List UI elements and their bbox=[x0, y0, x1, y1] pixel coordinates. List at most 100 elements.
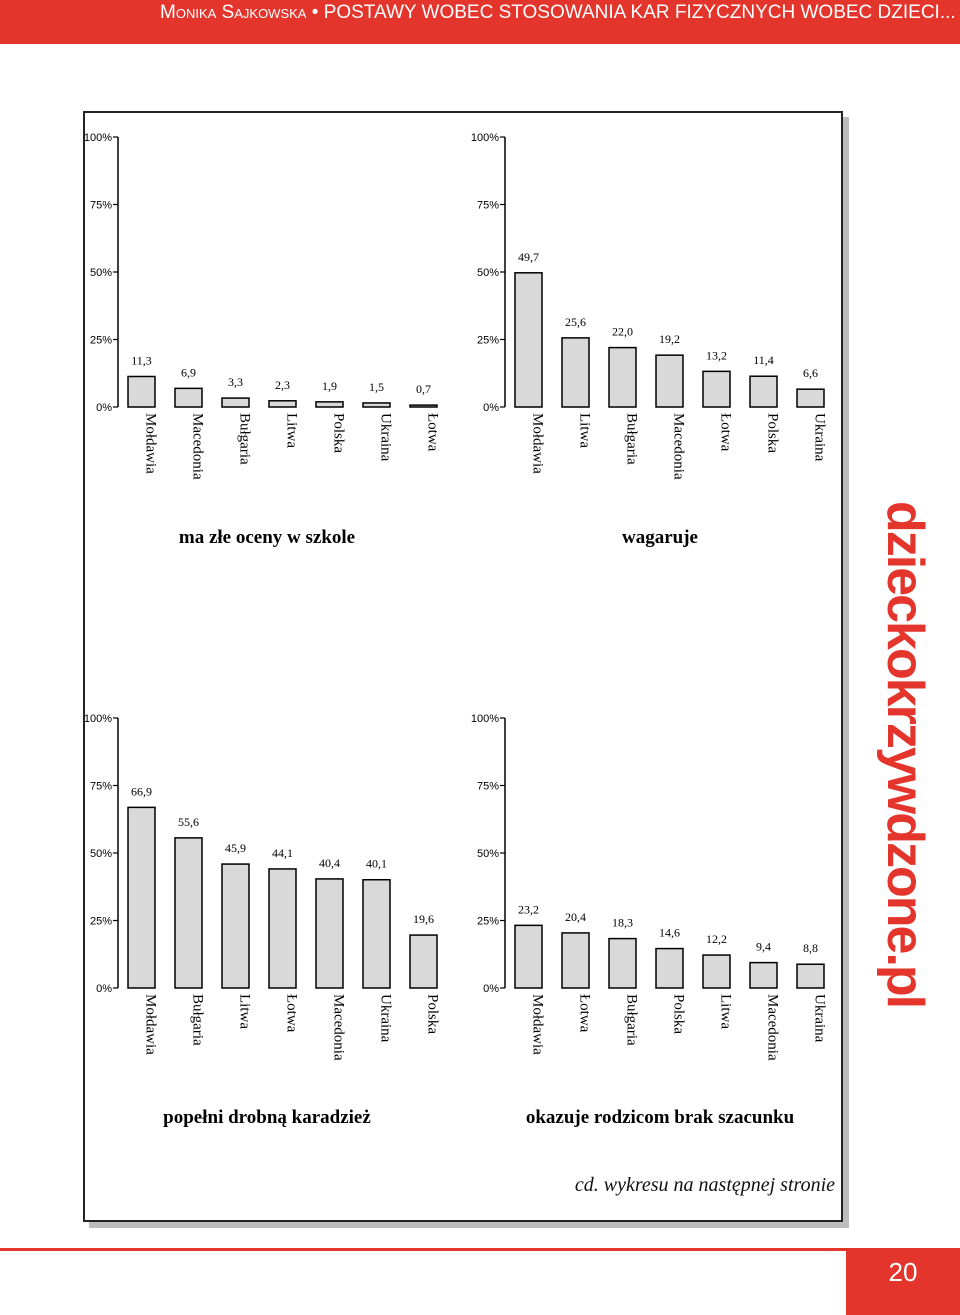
y-tick-label: 0% bbox=[483, 983, 499, 995]
bar bbox=[702, 370, 731, 408]
category-label: Polska bbox=[671, 994, 687, 1034]
data-label: 18,3 bbox=[612, 916, 633, 930]
y-tick-label: 50% bbox=[477, 848, 499, 860]
data-label: 49,7 bbox=[518, 250, 539, 264]
chart-title: okazuje rodzicom brak szacunku bbox=[526, 1107, 795, 1128]
category-label: Litwa bbox=[577, 413, 593, 448]
y-tick-label: 0% bbox=[96, 402, 112, 414]
running-header: Monika Sajkowska • POSTAWY WOBEC STOSOWA… bbox=[160, 2, 956, 24]
bar bbox=[221, 863, 250, 989]
data-label: 1,5 bbox=[369, 380, 384, 394]
y-tick-label: 0% bbox=[96, 983, 112, 995]
y-tick-label: 75% bbox=[90, 781, 112, 793]
continuation-note: cd. wykresu na następnej stronie bbox=[574, 1174, 835, 1196]
data-label: 40,1 bbox=[366, 857, 387, 871]
data-label: 40,4 bbox=[319, 856, 340, 870]
bar bbox=[174, 837, 203, 989]
bar bbox=[655, 947, 684, 989]
category-label: Litwa bbox=[237, 994, 253, 1029]
chart-frame bbox=[83, 111, 843, 1222]
bar bbox=[749, 961, 778, 989]
y-tick-label: 50% bbox=[90, 267, 112, 279]
bar bbox=[749, 375, 778, 408]
page-number: 20 bbox=[888, 1257, 918, 1287]
data-label: 6,9 bbox=[181, 365, 196, 379]
bar bbox=[608, 346, 637, 408]
y-tick-label: 100% bbox=[471, 713, 499, 725]
footer-box bbox=[846, 1248, 960, 1315]
data-label: 45,9 bbox=[225, 841, 246, 855]
bar bbox=[268, 868, 297, 989]
category-label: Macedonia bbox=[765, 994, 781, 1061]
watermark-logo: dzieckokrzywdzone.pl bbox=[876, 501, 934, 1008]
bar bbox=[221, 397, 250, 408]
data-label: 25,6 bbox=[565, 315, 586, 329]
category-label: Bułgaria bbox=[624, 994, 640, 1046]
category-label: Litwa bbox=[284, 413, 300, 448]
bar bbox=[702, 954, 731, 989]
category-label: Ukraina bbox=[378, 413, 394, 462]
y-tick-label: 25% bbox=[477, 335, 499, 347]
bar bbox=[608, 937, 637, 989]
bar bbox=[315, 878, 344, 989]
category-label: Macedonia bbox=[331, 994, 347, 1061]
bar bbox=[174, 387, 203, 408]
chart-title: wagaruje bbox=[622, 527, 698, 548]
y-tick-label: 25% bbox=[90, 335, 112, 347]
data-label: 14,6 bbox=[659, 926, 680, 940]
y-tick-label: 0% bbox=[483, 402, 499, 414]
category-label: Polska bbox=[425, 994, 441, 1034]
data-label: 11,4 bbox=[753, 353, 774, 367]
data-label: 19,6 bbox=[413, 912, 434, 926]
data-label: 11,3 bbox=[131, 353, 152, 367]
bar bbox=[127, 806, 156, 989]
y-tick-label: 100% bbox=[471, 132, 499, 144]
bar bbox=[127, 375, 156, 408]
bar bbox=[362, 878, 391, 989]
category-label: Polska bbox=[765, 413, 781, 453]
bar bbox=[409, 934, 438, 989]
bar bbox=[796, 388, 825, 408]
category-label: Mołdawia bbox=[143, 413, 159, 474]
category-label: Bułgaria bbox=[624, 413, 640, 465]
category-label: Macedonia bbox=[671, 413, 687, 480]
header-author: Monika Sajkowska bbox=[160, 2, 307, 23]
data-label: 66,9 bbox=[131, 784, 152, 798]
y-tick-label: 100% bbox=[84, 132, 112, 144]
bar bbox=[561, 932, 590, 989]
data-label: 6,6 bbox=[803, 366, 818, 380]
bar bbox=[655, 354, 684, 408]
data-label: 0,7 bbox=[416, 382, 431, 396]
y-tick-label: 25% bbox=[477, 916, 499, 928]
category-label: Bułgaria bbox=[190, 994, 206, 1046]
bar bbox=[514, 924, 543, 989]
data-label: 8,8 bbox=[803, 941, 818, 955]
bar bbox=[268, 400, 297, 408]
category-label: Macedonia bbox=[190, 413, 206, 480]
data-label: 9,4 bbox=[756, 940, 771, 954]
category-label: Łotwa bbox=[284, 994, 300, 1033]
category-label: Litwa bbox=[718, 994, 734, 1029]
category-label: Łotwa bbox=[425, 413, 441, 452]
data-label: 44,1 bbox=[272, 846, 293, 860]
y-tick-label: 50% bbox=[477, 267, 499, 279]
y-tick-label: 75% bbox=[477, 200, 499, 212]
y-tick-label: 75% bbox=[477, 781, 499, 793]
category-label: Mołdawia bbox=[530, 413, 546, 474]
data-label: 3,3 bbox=[228, 375, 243, 389]
data-label: 12,2 bbox=[706, 932, 727, 946]
data-label: 2,3 bbox=[275, 378, 290, 392]
data-label: 20,4 bbox=[565, 910, 586, 924]
bar bbox=[315, 401, 344, 408]
category-label: Ukraina bbox=[378, 994, 394, 1043]
category-label: Ukraina bbox=[812, 994, 828, 1043]
category-label: Polska bbox=[331, 413, 347, 453]
bar bbox=[514, 272, 543, 408]
data-label: 13,2 bbox=[706, 348, 727, 362]
y-tick-label: 75% bbox=[90, 200, 112, 212]
category-label: Łotwa bbox=[718, 413, 734, 452]
chart-title: popełni drobną karadzież bbox=[163, 1107, 371, 1128]
category-label: Bułgaria bbox=[237, 413, 253, 465]
data-label: 1,9 bbox=[322, 379, 337, 393]
